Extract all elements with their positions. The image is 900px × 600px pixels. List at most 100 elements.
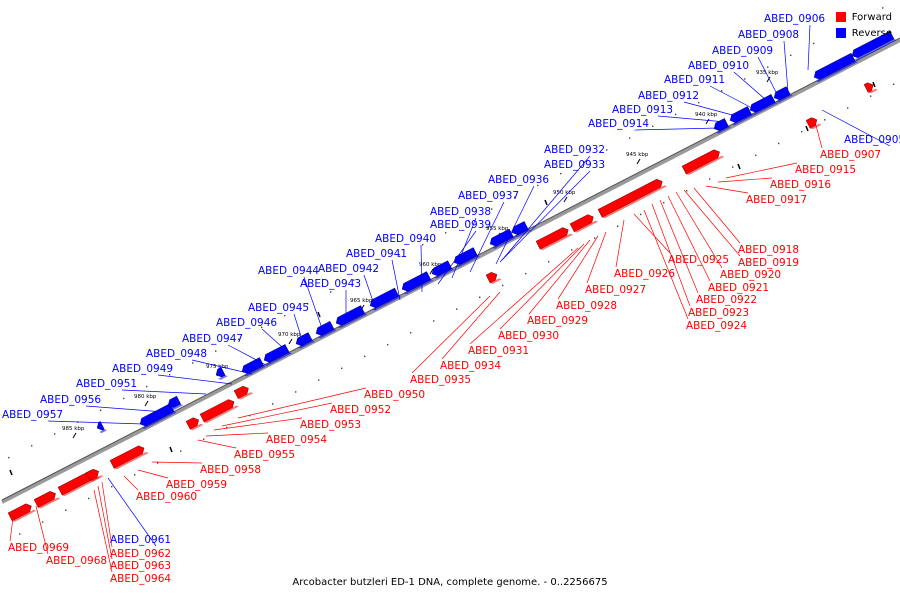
track-dot xyxy=(31,445,33,447)
gene-arrow-shadow xyxy=(142,411,177,429)
leader-line xyxy=(213,417,303,431)
scale-tick-label: 985 kbp xyxy=(62,426,85,432)
leader-line xyxy=(97,485,113,560)
track-dot xyxy=(790,54,792,56)
leader-line xyxy=(123,475,139,491)
leader-line xyxy=(151,461,203,464)
gene-arrow-body xyxy=(535,227,569,250)
gene-arrow-shadow xyxy=(238,392,254,400)
gene-arrow-shadow xyxy=(38,497,61,509)
reverse-gene-label: ABED_0911 xyxy=(664,74,725,86)
leader-line xyxy=(157,374,233,385)
forward-gene-arrow xyxy=(805,117,822,130)
reverse-gene-label: ABED_0912 xyxy=(638,90,699,102)
track-dot xyxy=(318,379,320,381)
track-dot xyxy=(571,249,573,251)
reverse-gene-label: ABED_0949 xyxy=(112,363,173,375)
track-dot xyxy=(537,184,539,187)
track-dot xyxy=(157,462,159,464)
dot-tracks xyxy=(8,7,895,535)
track-dot xyxy=(893,83,895,86)
gene-arrow-body xyxy=(85,468,99,481)
track-dot xyxy=(813,42,815,45)
track-dot xyxy=(203,438,205,440)
gene-arrow-shadow xyxy=(170,404,184,411)
gene-arrow-shadow xyxy=(732,114,755,126)
leader-line xyxy=(221,402,333,427)
gene-arrow-shadow xyxy=(868,88,878,94)
track-dot xyxy=(410,332,412,334)
forward-gene-label: ABED_0950 xyxy=(364,389,425,401)
track-dot xyxy=(422,243,424,246)
reverse-gene-arrow xyxy=(713,118,732,134)
reverse-gene-label: ABED_0905 xyxy=(844,134,900,146)
leader-line xyxy=(528,239,591,315)
leader-line xyxy=(205,432,269,437)
gene-arrow-shadow xyxy=(540,233,574,251)
forward-gene-label: ABED_0926 xyxy=(614,268,675,280)
reverse-gene-arrow xyxy=(315,321,337,339)
reverse-gene-label: ABED_0914 xyxy=(588,118,649,130)
track-dot xyxy=(123,397,125,400)
gene-arrow-shadow xyxy=(514,229,532,238)
reverse-gene-label: ABED_0961 xyxy=(110,534,171,546)
track-dot xyxy=(560,172,562,175)
leader-line xyxy=(733,71,767,101)
forward-gene-label: ABED_0968 xyxy=(46,555,107,567)
forward-gene-label: ABED_0923 xyxy=(688,307,749,319)
track-dot xyxy=(387,343,389,346)
scale-tick-label: 940 kbp xyxy=(695,112,718,118)
reverse-gene-label: ABED_0939 xyxy=(430,219,491,231)
forward-gene-label: ABED_0928 xyxy=(556,300,617,312)
track-dot xyxy=(778,142,780,145)
reverse-gene-arrow xyxy=(489,228,517,249)
legend-label-reverse: Reverse xyxy=(851,27,892,39)
track-dot xyxy=(376,267,378,269)
track-tick xyxy=(872,81,876,88)
leader-line xyxy=(633,213,671,254)
gene-arrow-body xyxy=(773,86,791,101)
gene-arrow-shadow xyxy=(99,429,108,434)
scale-tick xyxy=(636,158,641,165)
reverse-gene-arrow xyxy=(453,247,481,268)
track-dot xyxy=(249,414,251,417)
gene-arrow-shadow xyxy=(716,126,732,134)
gene-arrow-body xyxy=(511,221,529,235)
gene-arrow-body xyxy=(33,491,56,508)
forward-gene-label: ABED_0907 xyxy=(820,149,881,161)
track-dot xyxy=(744,78,746,80)
track-dot xyxy=(502,284,504,287)
track-dot xyxy=(215,350,217,352)
reverse-gene-label: ABED_0944 xyxy=(258,265,319,277)
track-dot xyxy=(882,7,884,9)
reverse-gene-label: ABED_0946 xyxy=(216,317,277,329)
gene-arrow-shadow xyxy=(298,340,316,349)
forward-gene-label: ABED_0964 xyxy=(110,573,171,585)
scale-tick xyxy=(705,118,710,125)
scale-tick-label: 970 kbp xyxy=(278,332,301,338)
track-dot xyxy=(801,130,803,133)
forward-gene-arrow xyxy=(199,399,239,424)
forward-gene-label: ABED_0959 xyxy=(166,479,227,491)
track-dot xyxy=(606,149,608,151)
gene-arrow-body xyxy=(453,247,478,265)
leader-line xyxy=(93,489,113,573)
track-dot xyxy=(169,374,171,376)
track-dot xyxy=(353,279,355,281)
forward-gene-label: ABED_0930 xyxy=(498,330,559,342)
gene-arrow-shadow xyxy=(810,123,822,130)
track-dot xyxy=(100,409,102,411)
leader-line xyxy=(107,477,157,547)
gene-arrow-shadow xyxy=(62,476,101,497)
legend-swatch-reverse xyxy=(835,28,846,38)
leader-line xyxy=(705,185,749,194)
forward-gene-label: ABED_0931 xyxy=(468,345,529,357)
forward-gene-arrow xyxy=(597,179,668,219)
leader-line xyxy=(615,219,625,268)
forward-gene-label: ABED_0927 xyxy=(585,284,646,296)
scale-tick-label: 935 kbp xyxy=(756,70,779,76)
gene-arrow-shadow xyxy=(574,220,599,233)
gene-arrow-shadow xyxy=(816,61,858,83)
leader-line xyxy=(633,127,719,131)
leader-line xyxy=(807,24,811,71)
